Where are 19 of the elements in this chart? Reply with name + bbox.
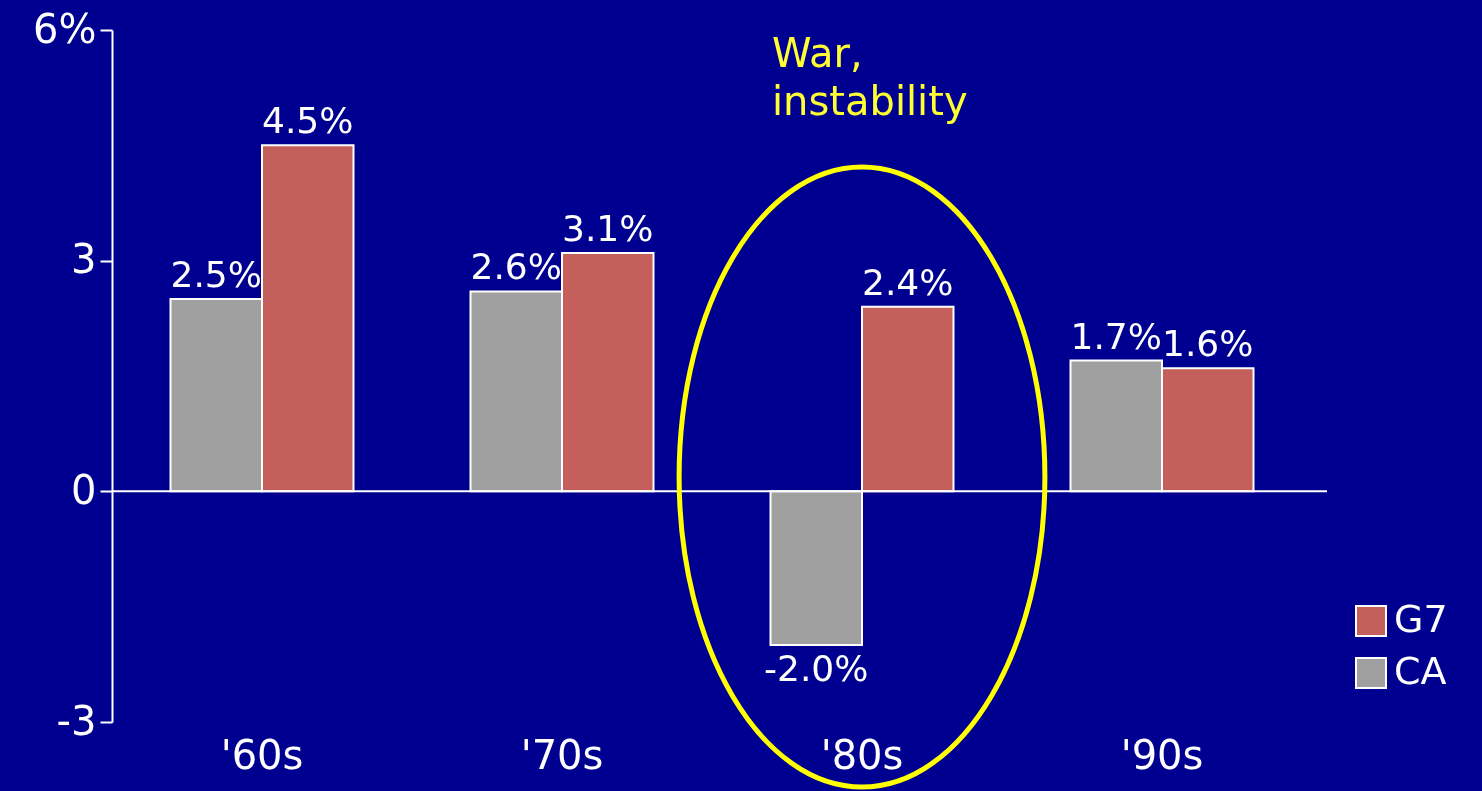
- x-tick-label: '60s: [220, 731, 304, 778]
- data-label: 1.6%: [1162, 323, 1254, 365]
- data-label: 2.6%: [470, 246, 562, 288]
- annotation: War, instability: [772, 30, 968, 124]
- x-tick-label: '80s: [820, 731, 904, 778]
- legend-label: G7: [1394, 597, 1448, 641]
- y-tick-label: -3: [56, 697, 97, 744]
- data-label: 2.4%: [862, 261, 954, 303]
- y-tick-label: 0: [71, 466, 97, 513]
- x-tick-label: '90s: [1120, 731, 1204, 778]
- data-label: 4.5%: [262, 100, 354, 142]
- y-tick-label: 3: [71, 236, 97, 283]
- x-tick-label: '70s: [520, 731, 604, 778]
- legend-label: CA: [1394, 649, 1447, 693]
- data-label: 1.7%: [1070, 315, 1162, 357]
- data-label: 2.5%: [170, 254, 262, 296]
- data-label: 3.1%: [562, 207, 654, 249]
- y-tick-label: 6%: [33, 5, 97, 52]
- data-label: -2.0%: [764, 648, 869, 690]
